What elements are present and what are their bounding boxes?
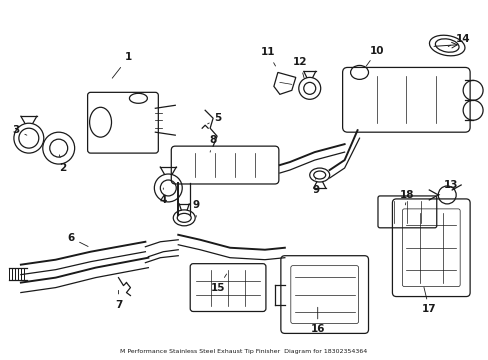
Text: 16: 16 xyxy=(310,307,325,334)
Text: M Performance Stainless Steel Exhaust Tip Finisher  Diagram for 18302354364: M Performance Stainless Steel Exhaust Ti… xyxy=(120,349,367,354)
Text: 9: 9 xyxy=(192,200,199,217)
Text: 10: 10 xyxy=(366,45,384,66)
Text: 4: 4 xyxy=(159,188,167,205)
Text: 5: 5 xyxy=(207,113,221,124)
Text: 12: 12 xyxy=(292,58,306,78)
Text: 2: 2 xyxy=(59,155,66,173)
Text: 11: 11 xyxy=(260,48,275,66)
Text: 6: 6 xyxy=(67,233,88,247)
Text: 15: 15 xyxy=(210,274,226,293)
Text: 13: 13 xyxy=(438,180,458,195)
Text: 18: 18 xyxy=(399,190,414,205)
Text: 3: 3 xyxy=(12,125,27,135)
Text: 9: 9 xyxy=(311,178,319,195)
Text: 1: 1 xyxy=(112,53,132,78)
Text: 14: 14 xyxy=(447,33,469,46)
Text: 8: 8 xyxy=(209,135,216,152)
Text: 7: 7 xyxy=(115,291,122,310)
Text: 17: 17 xyxy=(421,287,436,315)
